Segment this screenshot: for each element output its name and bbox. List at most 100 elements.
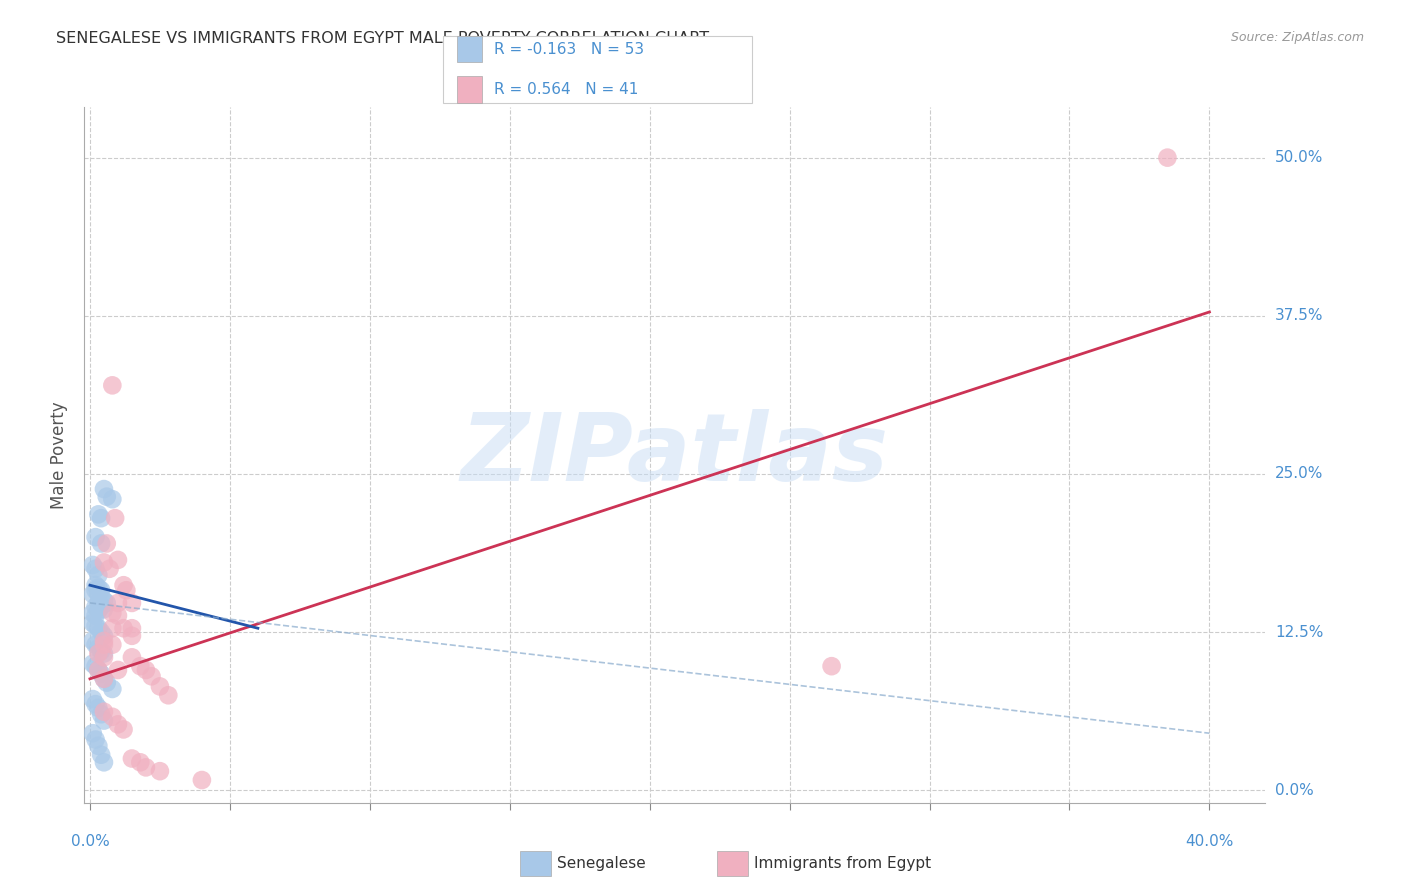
Point	[98, 562, 121, 576]
Point	[104, 511, 127, 525]
Point	[129, 756, 152, 770]
Point	[93, 714, 115, 728]
Point	[101, 606, 124, 620]
Point	[87, 739, 110, 753]
Point	[115, 583, 138, 598]
Point	[90, 707, 112, 722]
Point	[87, 603, 110, 617]
Point	[93, 482, 115, 496]
Point	[84, 608, 107, 623]
Text: 37.5%: 37.5%	[1275, 309, 1323, 323]
Point	[112, 621, 135, 635]
Point	[84, 599, 107, 614]
Point	[191, 772, 214, 787]
Point	[90, 591, 112, 605]
Point	[82, 606, 104, 620]
Point	[93, 756, 115, 770]
Point	[87, 621, 110, 635]
Text: 0.0%: 0.0%	[70, 834, 110, 849]
Point	[101, 621, 124, 635]
Point	[90, 583, 112, 598]
Point	[84, 530, 107, 544]
Point	[87, 568, 110, 582]
Point	[87, 641, 110, 656]
Point	[96, 536, 118, 550]
Text: 50.0%: 50.0%	[1275, 150, 1323, 165]
Point	[149, 764, 172, 779]
Point	[157, 688, 180, 702]
Point	[121, 751, 143, 765]
Point	[82, 726, 104, 740]
Point	[84, 578, 107, 592]
Point	[90, 666, 112, 681]
Point	[101, 681, 124, 696]
Point	[87, 596, 110, 610]
Point	[82, 633, 104, 648]
Point	[90, 644, 112, 658]
Point	[90, 536, 112, 550]
Point	[93, 647, 115, 661]
Text: Immigrants from Egypt: Immigrants from Egypt	[754, 856, 931, 871]
Point	[87, 663, 110, 677]
Point	[101, 710, 124, 724]
Text: ZIPatlas: ZIPatlas	[461, 409, 889, 501]
Point	[101, 492, 124, 507]
Point	[121, 596, 143, 610]
Point	[93, 672, 115, 686]
Text: Source: ZipAtlas.com: Source: ZipAtlas.com	[1230, 31, 1364, 45]
Point	[93, 633, 115, 648]
Text: 40.0%: 40.0%	[1185, 834, 1233, 849]
Point	[101, 378, 124, 392]
Point	[107, 553, 129, 567]
Point	[93, 593, 115, 607]
Point	[107, 663, 129, 677]
Point	[87, 587, 110, 601]
Point	[93, 602, 115, 616]
Point	[87, 647, 110, 661]
Text: 25.0%: 25.0%	[1275, 467, 1323, 482]
Point	[820, 659, 842, 673]
Point	[82, 587, 104, 601]
Point	[82, 616, 104, 631]
Point	[87, 663, 110, 677]
Point	[121, 621, 143, 635]
Point	[82, 657, 104, 671]
Point	[93, 556, 115, 570]
Text: Senegalese: Senegalese	[557, 856, 645, 871]
Point	[84, 618, 107, 632]
Point	[107, 717, 129, 731]
Text: 12.5%: 12.5%	[1275, 624, 1323, 640]
Text: R = 0.564   N = 41: R = 0.564 N = 41	[494, 82, 638, 96]
Point	[107, 608, 129, 623]
Point	[93, 705, 115, 719]
Point	[135, 663, 157, 677]
Point	[112, 723, 135, 737]
Point	[90, 625, 112, 640]
Point	[90, 747, 112, 762]
Point	[87, 701, 110, 715]
Point	[93, 638, 115, 652]
Point	[84, 583, 107, 598]
Point	[84, 732, 107, 747]
Point	[121, 650, 143, 665]
Point	[84, 659, 107, 673]
Y-axis label: Male Poverty: Male Poverty	[51, 401, 69, 508]
Point	[82, 558, 104, 572]
Point	[96, 490, 118, 504]
Point	[93, 672, 115, 686]
Point	[87, 508, 110, 522]
Point	[1156, 151, 1178, 165]
Point	[112, 578, 135, 592]
Point	[101, 638, 124, 652]
Point	[121, 629, 143, 643]
Point	[84, 697, 107, 711]
Point	[87, 581, 110, 595]
Point	[82, 692, 104, 706]
Point	[93, 650, 115, 665]
Point	[84, 562, 107, 576]
Point	[141, 669, 163, 683]
Point	[135, 760, 157, 774]
Point	[107, 596, 129, 610]
Point	[96, 675, 118, 690]
Point	[93, 629, 115, 643]
